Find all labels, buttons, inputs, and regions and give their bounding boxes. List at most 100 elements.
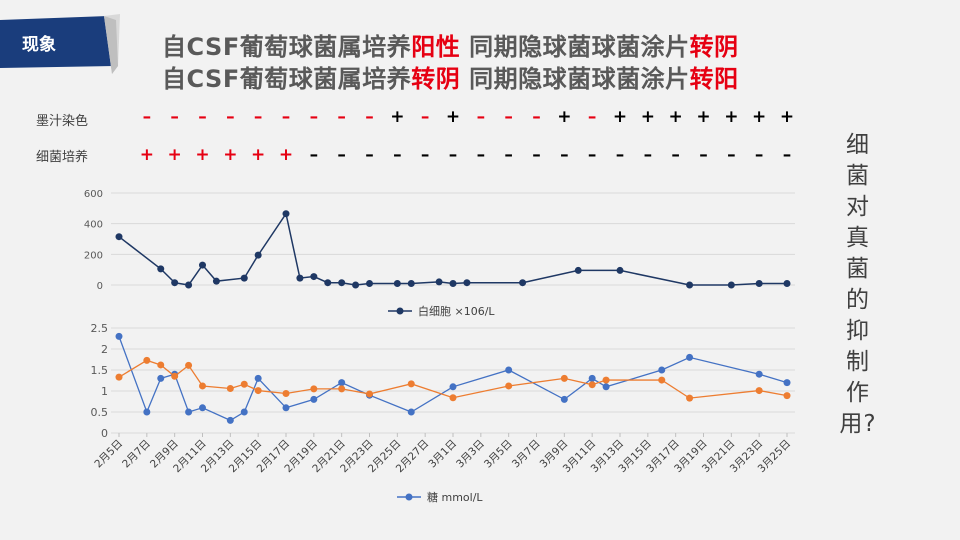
orange-point (449, 394, 457, 402)
wbc-point (185, 281, 193, 289)
glucose-point (588, 374, 596, 382)
glucose-point (658, 366, 666, 374)
wbc-point (338, 279, 346, 287)
orange-point (602, 376, 610, 384)
glucose-point (240, 408, 248, 416)
wbc-point (282, 210, 290, 218)
glucose-point (226, 416, 234, 424)
orange-point (366, 390, 373, 398)
stain-mark: – (170, 107, 179, 127)
wbc-point (212, 277, 220, 285)
wbc-point (783, 279, 791, 287)
y-tick-label: 0 (97, 281, 103, 292)
wbc-point (727, 281, 735, 289)
orange-point (199, 382, 206, 390)
stain-mark: – (588, 107, 597, 127)
side-question: 细菌对真菌的抑制作用? (839, 132, 877, 437)
section-banner: 现象 (0, 14, 120, 74)
glucose-point (783, 379, 791, 387)
stain-mark: + (696, 107, 710, 127)
stain-mark: – (477, 107, 486, 127)
stain-mark: – (504, 107, 513, 127)
stain-mark: – (198, 107, 207, 127)
culture-mark: – (504, 145, 513, 165)
stain-mark: – (282, 107, 291, 127)
culture-mark: – (310, 145, 319, 165)
section-label: 现象 (22, 34, 56, 55)
wbc-point (463, 279, 471, 287)
y-tick-label: 1.5 (91, 364, 109, 377)
legend-glucose-label: 糖 mmol/L (427, 490, 483, 504)
orange-point (310, 385, 318, 393)
glucose-point (407, 408, 415, 416)
orange-point (282, 390, 290, 398)
culture-mark: – (783, 145, 792, 165)
y-tick-label: 1 (101, 385, 108, 398)
stain-mark: – (337, 107, 346, 127)
legend-wbc-marker (396, 307, 404, 315)
y-tick-label: 400 (84, 220, 103, 231)
orange-point (505, 382, 513, 390)
stain-mark: + (724, 107, 738, 127)
wbc-point (240, 274, 248, 282)
culture-mark: – (337, 145, 346, 165)
x-tick-label: 3月7日 (510, 438, 543, 471)
stain-mark: + (669, 107, 683, 127)
culture-mark: – (616, 145, 625, 165)
orange-series-line (118, 359, 788, 399)
glucose-point (115, 332, 123, 340)
culture-mark: + (251, 145, 265, 165)
orange-point (588, 381, 596, 389)
x-tick-label: 2月5日 (92, 438, 125, 471)
wbc-point (115, 233, 123, 241)
glucose-point (338, 379, 346, 387)
y-tick-label: 2.5 (91, 322, 109, 335)
glucose-point (686, 353, 694, 361)
glucose-point (560, 395, 568, 403)
orange-point (338, 385, 346, 393)
culture-row-label: 细菌培养 (36, 150, 89, 165)
wbc-point (171, 279, 179, 287)
x-tick-label: 3月1日 (426, 438, 459, 471)
glucose-point (449, 383, 457, 391)
culture-mark: + (223, 145, 237, 165)
wbc-point (407, 279, 415, 287)
orange-point (115, 373, 123, 381)
culture-mark: – (644, 145, 653, 165)
stain-mark: – (365, 107, 374, 127)
culture-mark: – (727, 145, 736, 165)
x-tick-label: 3月3日 (454, 438, 487, 471)
culture-mark: + (168, 145, 182, 165)
stain-mark: – (310, 107, 319, 127)
stain-mark: + (446, 107, 460, 127)
title-line-1: 自CSF葡萄球菌属培养阳性 同期隐球菌球菌涂片转阴 (162, 33, 739, 61)
culture-mark: + (279, 145, 293, 165)
stain-mark: + (752, 107, 766, 127)
glucose-point (310, 395, 318, 403)
wbc-point (393, 279, 401, 287)
wbc-point (435, 278, 443, 286)
glucose-point (602, 383, 610, 391)
wbc-point (296, 274, 304, 282)
orange-point (254, 387, 262, 395)
culture-mark: + (140, 145, 154, 165)
wbc-point (254, 251, 262, 259)
culture-mark: – (560, 145, 569, 165)
culture-mark: – (671, 145, 680, 165)
legend-wbc-label: 白细胞 ×106/L (418, 304, 495, 318)
orange-point (157, 361, 165, 369)
y-tick-label: 200 (84, 250, 103, 261)
orange-point (686, 394, 694, 402)
legend-glucose-marker (405, 493, 413, 501)
orange-point (407, 380, 415, 388)
orange-point (783, 392, 791, 400)
orange-point (171, 372, 179, 380)
glucose-point (143, 408, 151, 416)
stain-mark: + (780, 107, 794, 127)
culture-mark: – (421, 145, 430, 165)
wbc-point (157, 265, 165, 273)
wbc-point (616, 266, 624, 274)
orange-point (185, 361, 193, 369)
stain-mark: – (226, 107, 235, 127)
culture-mark: – (365, 145, 374, 165)
